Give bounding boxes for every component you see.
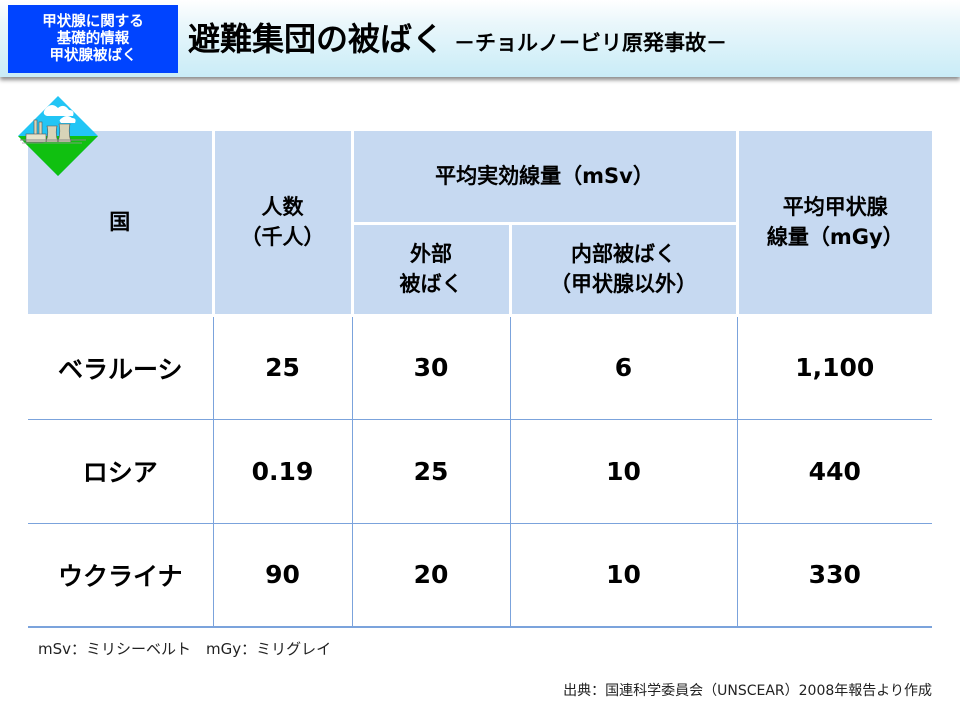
- title-main: 避難集団の被ばく: [188, 20, 445, 58]
- cell-external: 25: [351, 418, 511, 524]
- header-people: 人数 （千人）: [211, 131, 354, 317]
- table-row: ベラルーシ 25 30 6 1,100: [28, 314, 933, 420]
- cell-thyroid: 440: [736, 418, 933, 524]
- cell-thyroid: 1,100: [736, 314, 933, 420]
- source-citation: 出典：国連科学委員会（UNSCEAR）2008年報告より作成: [563, 683, 932, 699]
- cell-internal: 6: [509, 314, 738, 420]
- cell-people: 0.19: [212, 418, 353, 524]
- dose-table: 国 人数 （千人） 平均実効線量（mSv） 平均甲状腺 線量（mGy） 外部 被…: [28, 131, 933, 628]
- title-subtitle: －チョルノービリ原発事故－: [454, 31, 728, 55]
- table-row: ウクライナ 90 20 10 330: [28, 522, 933, 628]
- cell-internal: 10: [509, 522, 738, 628]
- badge-line-3: 甲状腺被ばく: [49, 47, 137, 64]
- slide-title: 避難集団の被ばく －チョルノービリ原発事故－: [188, 14, 727, 60]
- header-external-exposure: 外部 被ばく: [352, 221, 512, 317]
- cell-thyroid: 330: [736, 522, 933, 628]
- header-country: 国: [28, 131, 215, 317]
- cell-people: 25: [212, 314, 353, 420]
- badge-line-1: 甲状腺に関する: [42, 13, 144, 30]
- slide-header: 甲状腺に関する 基礎的情報 甲状腺被ばく 避難集団の被ばく －チョルノービリ原発…: [0, 0, 960, 77]
- header-thyroid-dose: 平均甲状腺 線量（mGy）: [735, 131, 933, 317]
- cell-external: 20: [351, 522, 511, 628]
- cell-country: ベラルーシ: [28, 314, 214, 420]
- category-badge: 甲状腺に関する 基礎的情報 甲状腺被ばく: [8, 5, 178, 73]
- badge-line-2: 基礎的情報: [56, 30, 130, 47]
- cell-country: ウクライナ: [28, 522, 214, 628]
- header-internal-exposure: 内部被ばく （甲状腺以外）: [508, 221, 738, 317]
- table-row: ロシア 0.19 25 10 440: [28, 418, 933, 524]
- header-effective-dose: 平均実効線量（mSv）: [350, 131, 739, 225]
- cell-external: 30: [351, 314, 511, 420]
- unit-note: mSv：ミリシーベルト mGy：ミリグレイ: [38, 640, 332, 658]
- cell-people: 90: [212, 522, 353, 628]
- cell-country: ロシア: [28, 418, 214, 524]
- nuclear-power-plant-icon: [18, 96, 98, 176]
- cell-internal: 10: [509, 418, 738, 524]
